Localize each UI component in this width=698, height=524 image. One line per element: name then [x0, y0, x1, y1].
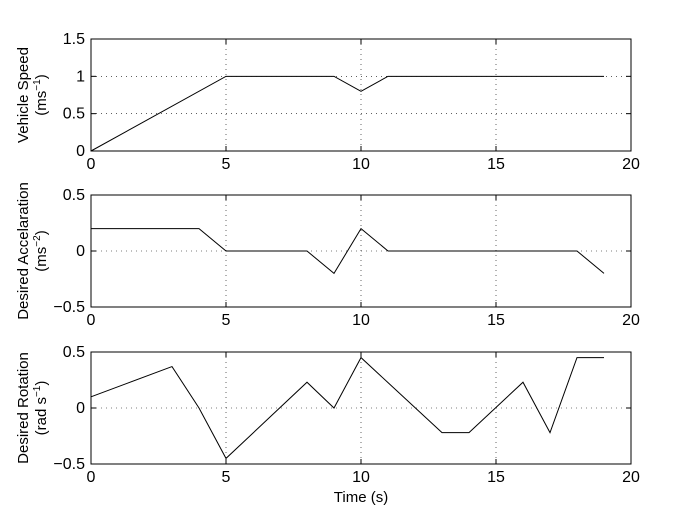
- y-axis-unit-close: ): [33, 230, 50, 235]
- y-axis-unit-base: (rad s: [33, 397, 50, 435]
- x-tick-label: 20: [622, 156, 640, 173]
- x-tick-label: 15: [487, 469, 505, 486]
- y-axis-unit: (rad s−1): [32, 381, 50, 436]
- y-axis-unit-exponent: −1: [32, 385, 43, 397]
- series-line: [91, 227, 605, 275]
- x-tick-label: 5: [222, 156, 231, 173]
- y-axis-label-title: Desired Rotation: [15, 352, 32, 464]
- y-tick-label: 0.5: [63, 187, 85, 204]
- y-tick-label: 0: [76, 400, 85, 417]
- x-tick-label: 10: [352, 469, 370, 486]
- y-tick-label: 0.5: [63, 344, 85, 361]
- x-tick-label: 10: [352, 156, 370, 173]
- x-tick-label: 20: [622, 469, 640, 486]
- y-axis-label-title: Vehicle Speed: [15, 47, 32, 143]
- y-tick-label: 0: [76, 243, 85, 260]
- y-tick-label: −0.5: [53, 456, 85, 473]
- x-tick-label: 15: [487, 156, 505, 173]
- x-tick-label: 0: [87, 312, 96, 329]
- y-axis-unit-close: ): [33, 74, 50, 79]
- subplot-1: 0 5 10 15 20 0 0.5 1 1.5 Vehicle Speed (ms−1): [15, 31, 640, 173]
- y-axis-label: Desired Accelaration: [15, 182, 32, 320]
- x-tick-label: 10: [352, 312, 370, 329]
- x-tick-label: 20: [622, 312, 640, 329]
- x-tick-label: 5: [222, 312, 231, 329]
- x-tick-label: 0: [87, 156, 96, 173]
- y-axis-unit: (ms−2): [32, 230, 50, 271]
- x-tick-label: 5: [222, 469, 231, 486]
- series-line: [90, 356, 604, 460]
- x-axis-label: Time (s): [334, 489, 388, 506]
- x-tick-label: 15: [487, 312, 505, 329]
- y-tick-label: 0: [76, 143, 85, 160]
- y-tick-label: 0.5: [63, 106, 85, 123]
- x-tick-label: 0: [87, 469, 96, 486]
- y-axis-unit-close: ): [33, 381, 50, 386]
- y-axis-unit-exponent: −1: [32, 79, 43, 91]
- y-axis-label-title: Desired Accelaration: [15, 182, 32, 320]
- y-axis-unit-exponent: −2: [32, 235, 43, 247]
- y-tick-label: 1.5: [63, 31, 85, 48]
- y-axis-unit: (ms−1): [32, 74, 50, 115]
- y-axis-unit-base: (ms: [33, 247, 50, 272]
- y-axis-label: Vehicle Speed: [15, 47, 32, 143]
- y-tick-label: 1: [76, 68, 85, 85]
- y-tick-label: −0.5: [53, 299, 85, 316]
- y-axis-label: Desired Rotation: [15, 352, 32, 464]
- series-line: [90, 75, 604, 152]
- y-axis-unit-base: (ms: [33, 91, 50, 116]
